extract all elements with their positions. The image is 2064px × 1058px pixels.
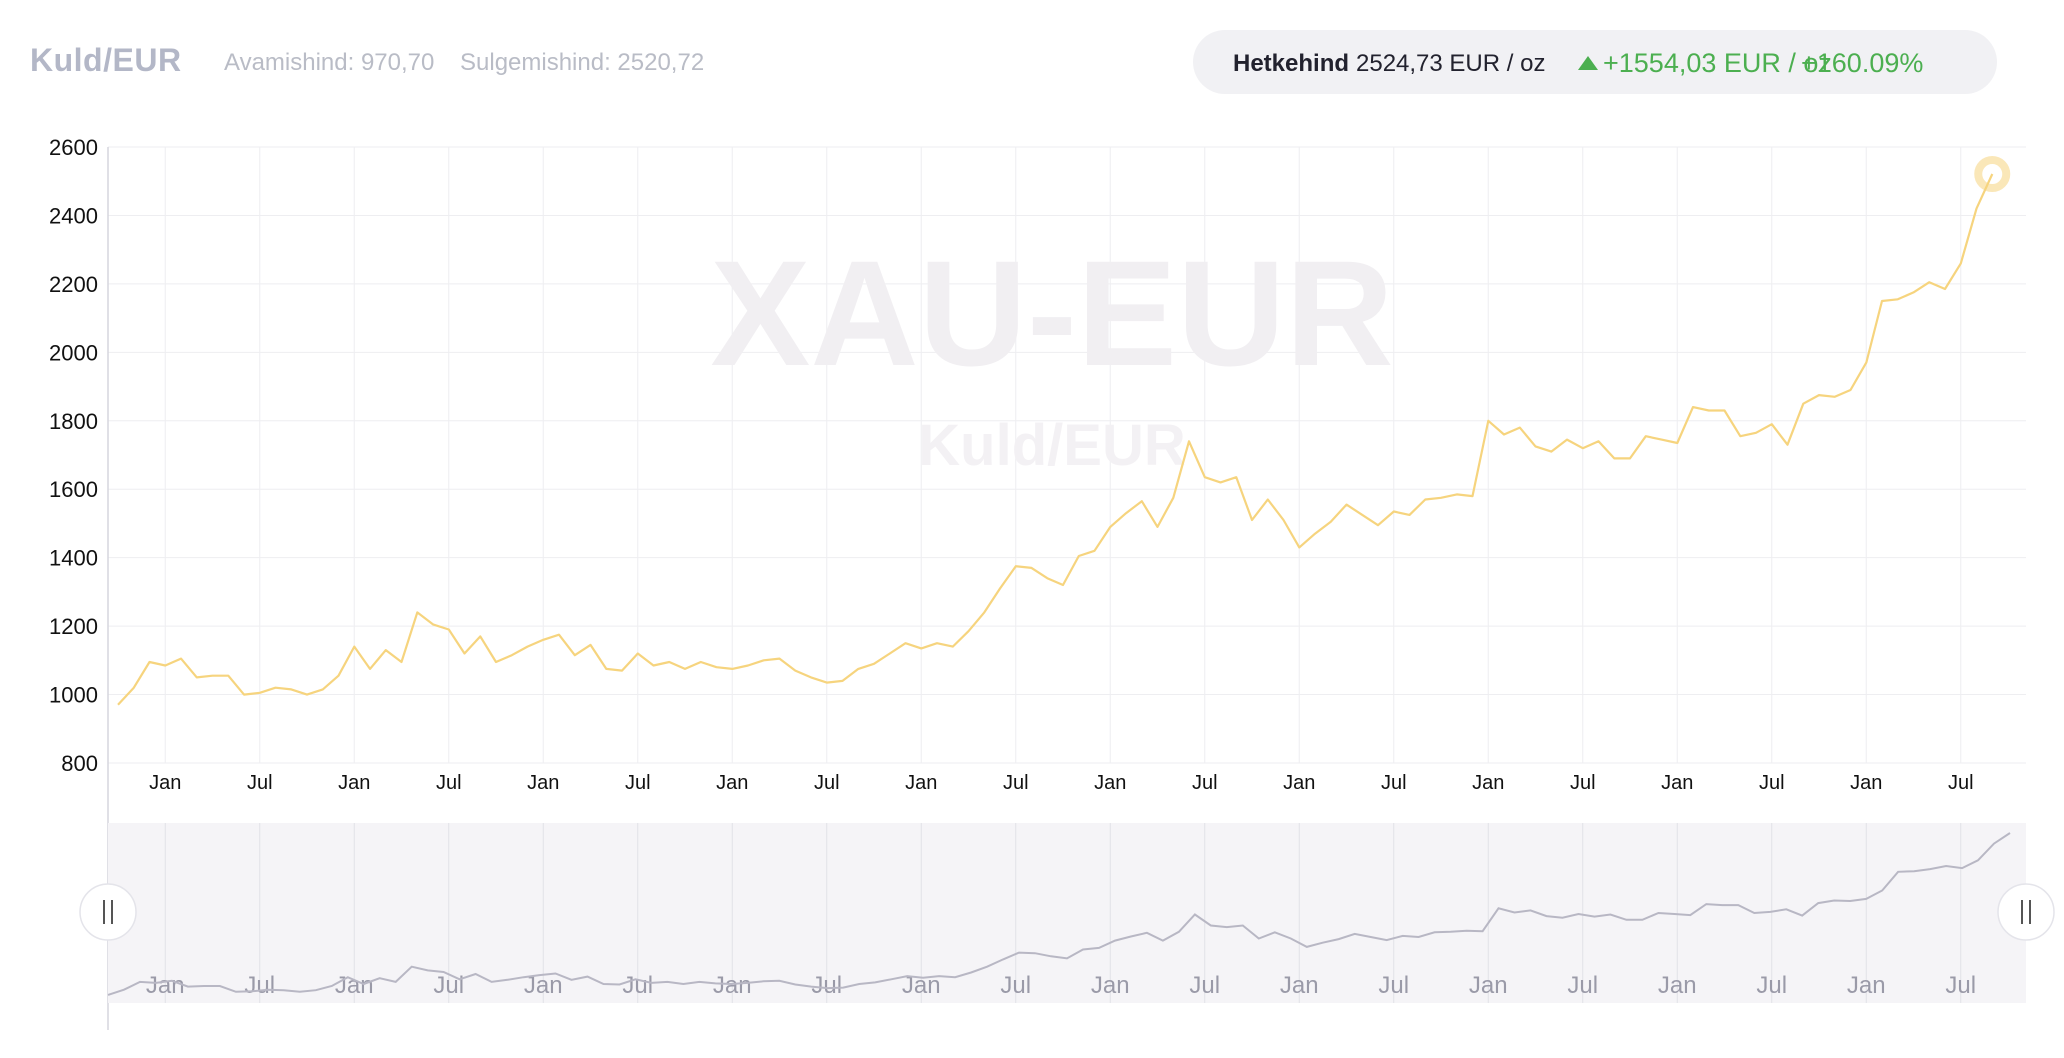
last-point-marker (1974, 156, 2011, 193)
navigator-tick-label: Jul (244, 972, 275, 999)
navigator-background (108, 823, 2026, 1003)
x-tick-label: Jan (1661, 772, 1693, 794)
x-tick-label: Jul (1003, 772, 1029, 794)
x-tick-label: Jul (814, 772, 840, 794)
drag-handle-icon (103, 900, 113, 924)
price-line (117, 173, 1994, 706)
x-tick-label: Jul (625, 772, 651, 794)
navigator-tick-label: Jan (713, 972, 752, 999)
x-tick-label: Jul (1381, 772, 1407, 794)
x-tick-label: Jul (1570, 772, 1596, 794)
current-price-value: 2524,73 EUR / oz (1356, 50, 1546, 77)
current-price-box: Hetkehind 2524,73 EUR / oz +1554,03 EUR … (1193, 30, 1997, 94)
navigator-tick-label: Jan (1091, 972, 1130, 999)
x-tick-label: Jul (1192, 772, 1218, 794)
y-tick-label: 2200 (49, 272, 98, 297)
up-arrow-icon (1578, 56, 1598, 70)
navigator-tick-label: Jan (1280, 972, 1319, 999)
series-layer (117, 156, 2011, 706)
navigator-tick-label: Jul (433, 972, 464, 999)
handle-circle[interactable] (1997, 883, 2055, 941)
navigator-tick-label: Jul (1756, 972, 1787, 999)
navigator-tick-label: Jul (1567, 972, 1598, 999)
x-tick-label: Jul (1948, 772, 1974, 794)
chart-grid (108, 146, 2026, 764)
pair-title: Kuld/EUR (30, 42, 182, 78)
navigator-line (107, 832, 2011, 996)
navigator-tick-label: Jul (622, 972, 653, 999)
watermark-sub: Kuld/EUR (918, 413, 1185, 478)
x-tick-label: Jan (905, 772, 937, 794)
y-tick-label: 2000 (49, 340, 98, 365)
x-tick-label: Jul (247, 772, 273, 794)
price-change-percent: +160.09% (1801, 48, 1924, 78)
y-tick-label: 1400 (49, 546, 98, 571)
navigator-tick-label: Jul (1189, 972, 1220, 999)
chart-header: Kuld/EUR Avamishind: 970,70 Sulgemishind… (0, 0, 2064, 110)
navigator-tick-label: Jul (1000, 972, 1031, 999)
current-price-label: Hetkehind (1233, 50, 1350, 77)
x-tick-label: Jan (527, 772, 559, 794)
drag-handle-icon (2021, 900, 2031, 924)
navigator-tick-label: Jul (1378, 972, 1409, 999)
navigator-tick-label: Jan (335, 972, 374, 999)
handle-circle[interactable] (79, 883, 137, 941)
y-tick-label: 2600 (49, 135, 98, 160)
navigator-tick-label: Jul (811, 972, 842, 999)
x-tick-label: Jan (1472, 772, 1504, 794)
navigator-tick-label: Jul (1945, 972, 1976, 999)
x-tick-label: Jan (1094, 772, 1126, 794)
navigator-tick-label: Jan (146, 972, 185, 999)
watermark-main: XAU-EUR (710, 229, 1393, 397)
x-tick-label: Jan (149, 772, 181, 794)
y-tick-label: 1000 (49, 683, 98, 708)
x-tick-label: Jan (338, 772, 370, 794)
x-tick-label: Jan (716, 772, 748, 794)
price-change: +1554,03 EUR / oz (1603, 48, 1832, 78)
close-price: Sulgemishind: 2520,72 (460, 49, 705, 76)
x-axis: Jan Jul Jan Jul Jan Jul Jan Jul Jan Jul Jan Jul Jan J… (149, 772, 1973, 794)
y-tick-label: 1800 (49, 409, 98, 434)
navigator: Jan Jul Jan Jul Jan Jul Jan Jul Jan Jul Jan Jul Jan J… (79, 823, 2055, 1003)
open-price: Avamishind: 970,70 (224, 49, 435, 76)
navigator-right-handle[interactable] (1997, 883, 2055, 941)
x-tick-label: Jul (1759, 772, 1785, 794)
y-tick-label: 800 (61, 751, 98, 776)
navigator-tick-label: Jan (1658, 972, 1697, 999)
y-tick-label: 1600 (49, 477, 98, 502)
x-tick-label: Jan (1850, 772, 1882, 794)
y-tick-label: 1200 (49, 614, 98, 639)
x-tick-label: Jan (1283, 772, 1315, 794)
navigator-tick-label: Jan (1469, 972, 1508, 999)
navigator-left-handle[interactable] (79, 883, 137, 941)
navigator-tick-label: Jan (1847, 972, 1886, 999)
x-tick-label: Jul (436, 772, 462, 794)
y-tick-label: 2400 (49, 203, 98, 228)
